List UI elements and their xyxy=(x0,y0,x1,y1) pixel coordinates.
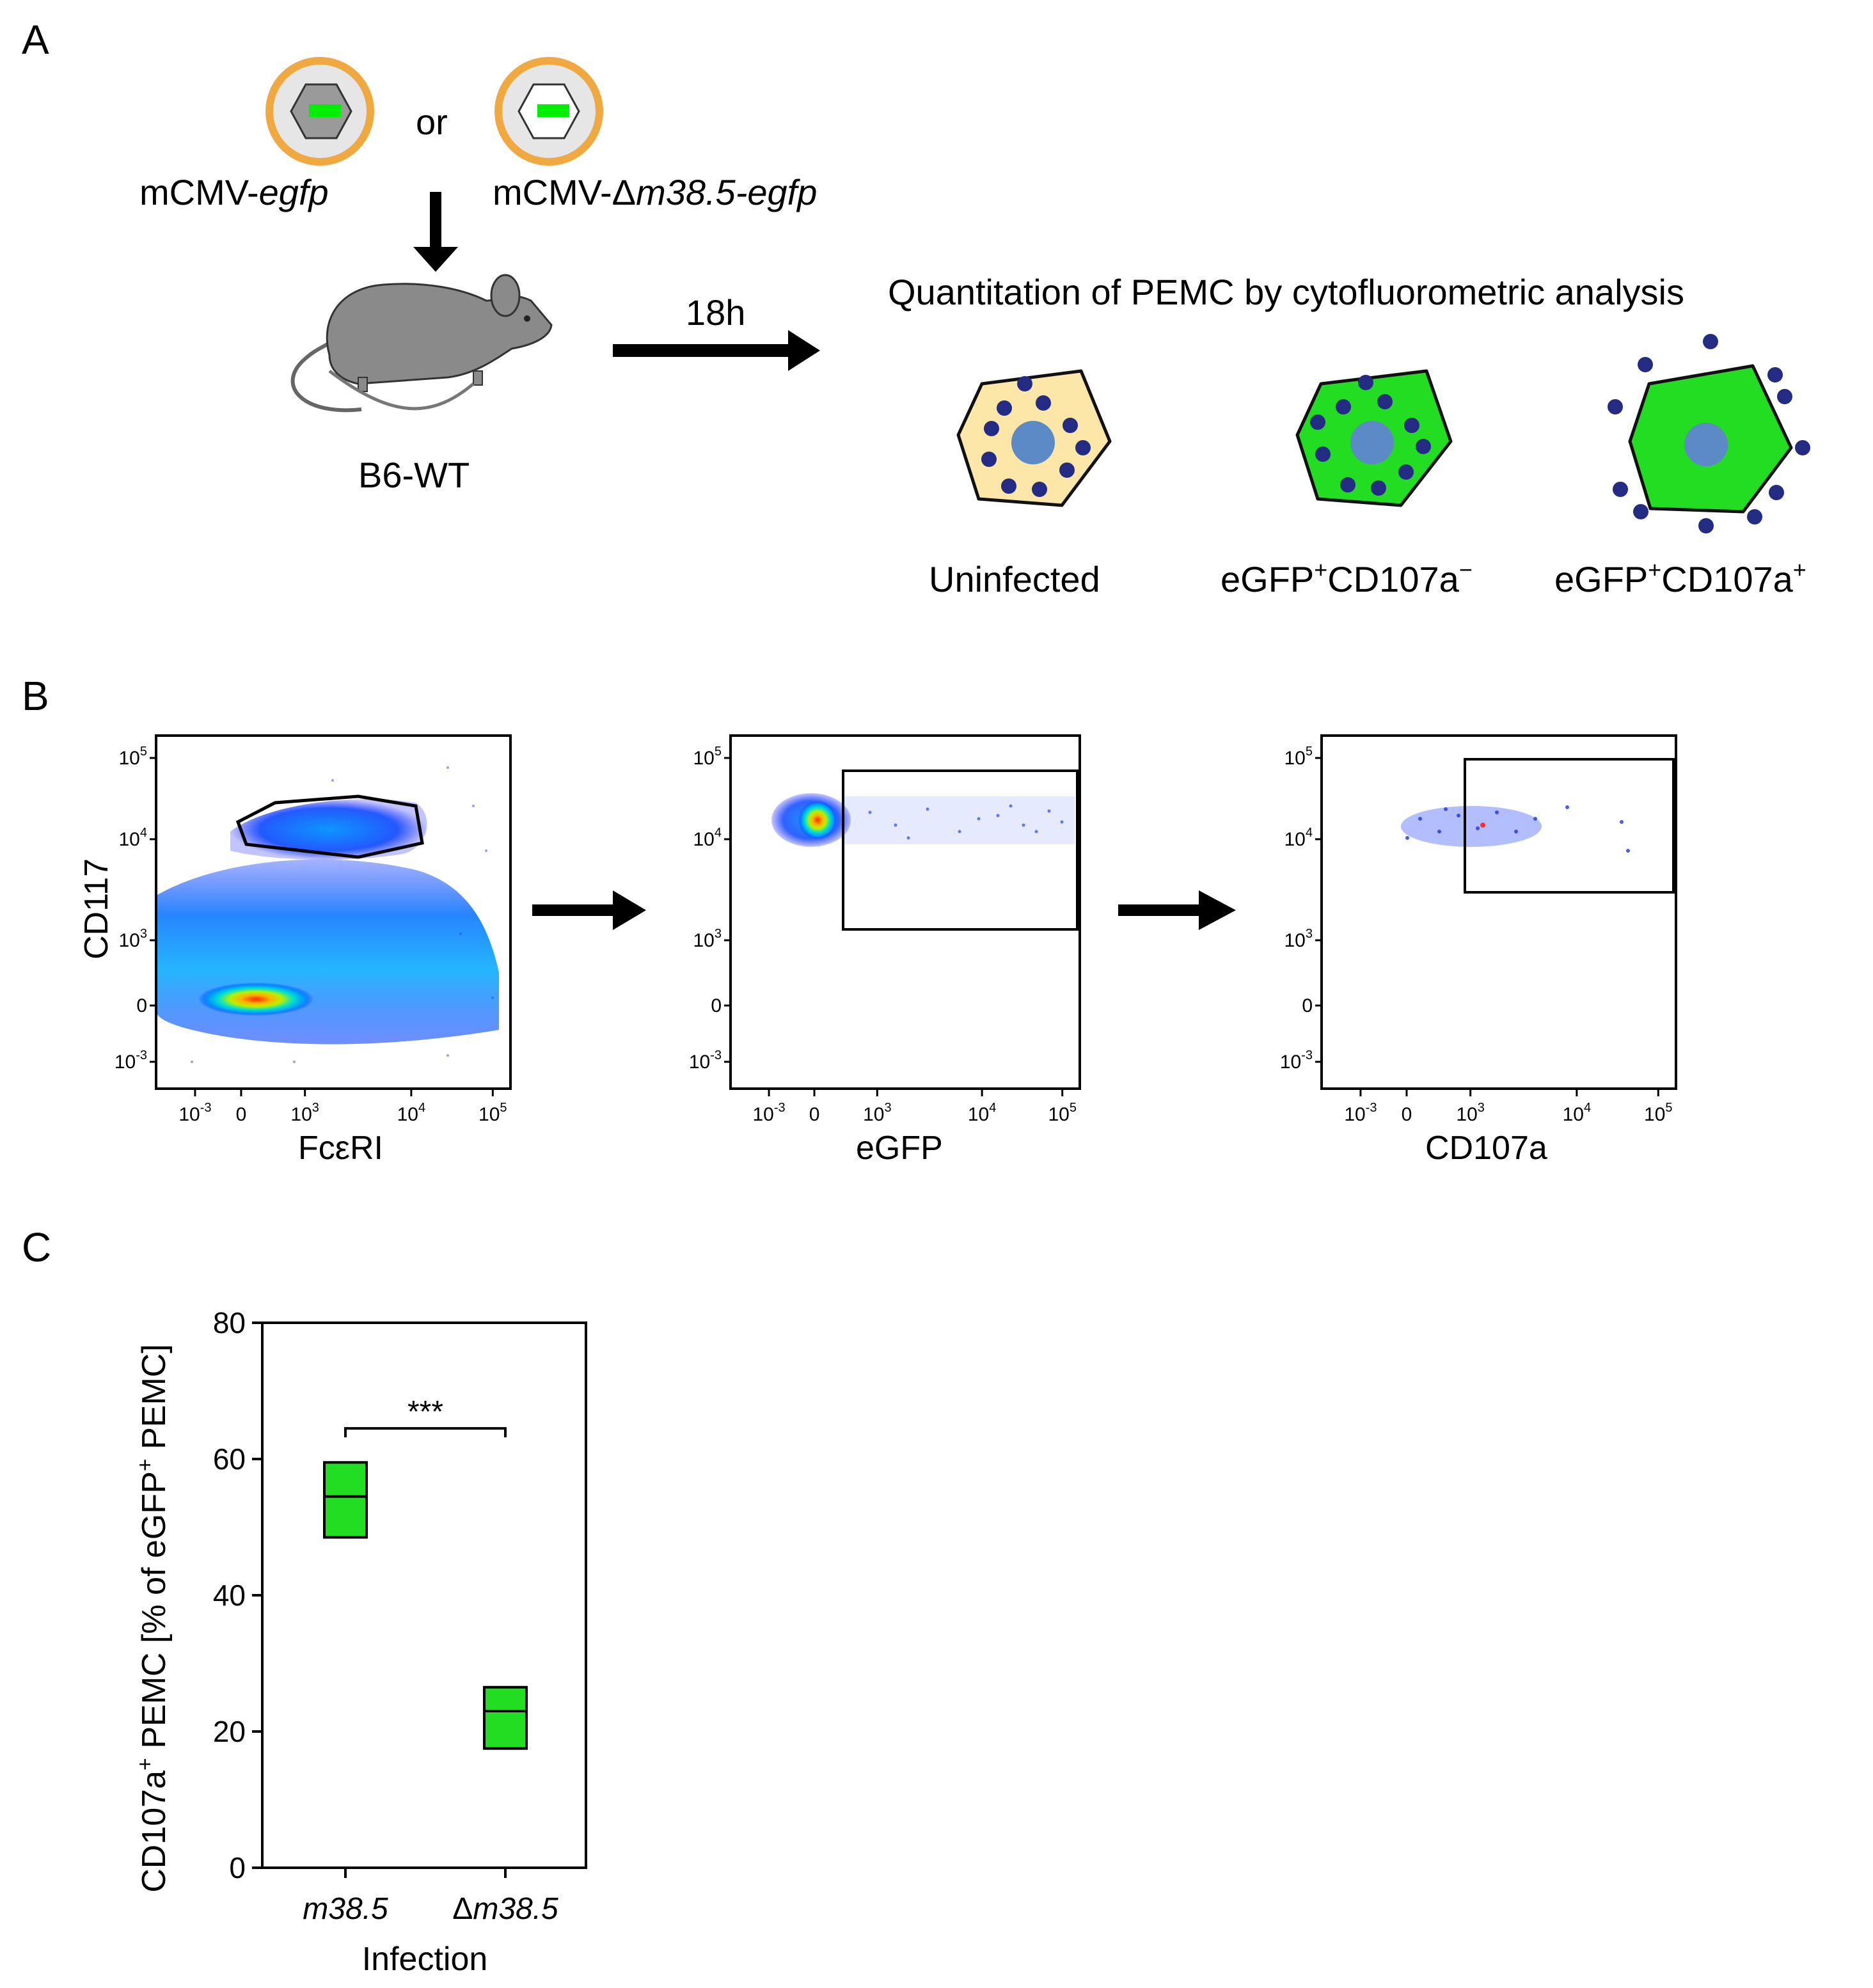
flow-plot-fceri-cd117 xyxy=(155,734,512,1090)
cell-positive-label: eGFP+CD107a+ xyxy=(1554,556,1806,599)
y-tick-label: 0 xyxy=(1302,995,1313,1016)
scatter-density-gated xyxy=(230,799,427,860)
x-tick-label: 105 xyxy=(1048,1101,1077,1125)
y-tick-label: 10-3 xyxy=(1280,1048,1313,1073)
flow-plot-egfp xyxy=(729,734,1081,1090)
egfp-cd107a-negative-cell-icon xyxy=(1295,369,1453,507)
y-tick-label: 104 xyxy=(1284,826,1313,850)
y-tick-label: 105 xyxy=(119,745,148,769)
arrow-b2-icon xyxy=(1118,890,1236,930)
y-tick-label: 60 xyxy=(213,1442,246,1476)
y-tick-label: 20 xyxy=(213,1715,246,1748)
gate-egfp-positive xyxy=(842,769,1079,931)
virus-egfp-label: mCMV-egfp xyxy=(139,172,329,212)
scatter-hotspot xyxy=(198,982,313,1016)
y-tick-label: 103 xyxy=(119,927,148,951)
panel-c-label: C xyxy=(22,1224,51,1270)
y-tick-label: 10-3 xyxy=(689,1048,722,1073)
y-tick-label: 80 xyxy=(213,1306,246,1339)
significance-label: *** xyxy=(407,1395,443,1429)
y-tick-label: 0 xyxy=(711,995,722,1016)
virus-egfp-icon xyxy=(265,57,374,166)
x-tick-label: m38.5 xyxy=(303,1892,388,1926)
plot3-xlabel: CD107a xyxy=(1425,1130,1547,1167)
analysis-title: Quantitation of PEMC by cytofluorometric… xyxy=(888,272,1684,312)
x-tick-label: 104 xyxy=(968,1101,997,1125)
y-tick-label: 103 xyxy=(1284,927,1313,951)
significance-bracket xyxy=(344,1427,507,1438)
y-tick-label: 10-3 xyxy=(115,1048,147,1073)
scatter-events xyxy=(844,796,1075,844)
plot2-xlabel: eGFP xyxy=(856,1130,943,1167)
chart-cd107a-percent: 0 20 40 60 80 m38.5 Δm38.5 *** xyxy=(213,1306,587,1926)
panel-b-label: B xyxy=(22,673,49,719)
y-tick-label: 105 xyxy=(1284,745,1313,769)
time-label: 18h xyxy=(686,292,745,333)
flow-plot-cd107a xyxy=(1320,734,1677,1090)
bar-1 xyxy=(483,1685,528,1750)
virus-delta-label: mCMV-Δm38.5-egfp xyxy=(493,172,817,212)
x-tick-label: 104 xyxy=(397,1101,426,1125)
y-tick-label: 104 xyxy=(119,826,148,850)
chart-xlabel: Infection xyxy=(362,1941,488,1978)
x-tick-label: 10-3 xyxy=(178,1101,211,1125)
uninfected-cell-icon xyxy=(956,369,1112,507)
y-tick-label: 0 xyxy=(229,1851,246,1884)
x-tick-label: 10-3 xyxy=(752,1101,785,1125)
mouse-label: B6-WT xyxy=(358,455,470,495)
x-tick-label: 0 xyxy=(1402,1104,1412,1125)
y-tick-label: 0 xyxy=(136,995,147,1016)
y-tick-label: 105 xyxy=(693,745,722,769)
right-arrow-icon xyxy=(613,330,820,371)
x-tick-label: 103 xyxy=(1456,1101,1485,1125)
gate-cd107a-positive xyxy=(1464,758,1675,894)
x-tick-label: Δm38.5 xyxy=(452,1892,558,1926)
mouse-icon xyxy=(290,274,553,413)
bar-0 xyxy=(323,1461,368,1539)
virus-delta-egfp-icon xyxy=(494,57,603,166)
y-tick-label: 103 xyxy=(693,927,722,951)
down-arrow-icon xyxy=(413,192,458,272)
plot1-xlabel: FcεRI xyxy=(298,1130,383,1167)
plot1-ylabel: CD117 xyxy=(78,858,115,959)
scatter-events xyxy=(1401,806,1542,847)
x-tick-label: 0 xyxy=(809,1104,820,1125)
x-tick-label: 105 xyxy=(478,1101,507,1125)
scatter-density-main xyxy=(156,859,499,1045)
flow-axis-ticks: 10-3 0 103 104 105 105 104 103 0 10-3 10-3 0 103 104 1… xyxy=(115,745,1673,1125)
egfp-cd107a-positive-cell-icon xyxy=(1608,334,1810,533)
scatter-hotspot xyxy=(798,801,837,839)
cell-negative-label: eGFP+CD107a− xyxy=(1221,556,1473,599)
x-tick-label: 105 xyxy=(1644,1101,1673,1125)
y-tick-label: 104 xyxy=(693,826,722,850)
x-tick-label: 104 xyxy=(1563,1101,1592,1125)
chart-ylabel: CD107a+ PEMC [% of eGFP+ PEMC] xyxy=(133,1344,173,1893)
y-tick-label: 40 xyxy=(213,1579,246,1612)
gate-mast-cells xyxy=(235,794,424,859)
x-tick-label: 10-3 xyxy=(1344,1101,1377,1125)
arrow-b1-icon xyxy=(532,890,646,930)
x-tick-label: 103 xyxy=(290,1101,319,1125)
cell-uninfected-label: Uninfected xyxy=(929,559,1100,599)
panel-a-label: A xyxy=(22,17,49,63)
x-tick-label: 0 xyxy=(236,1104,247,1125)
or-text: or xyxy=(416,102,448,142)
x-tick-label: 103 xyxy=(863,1101,892,1125)
